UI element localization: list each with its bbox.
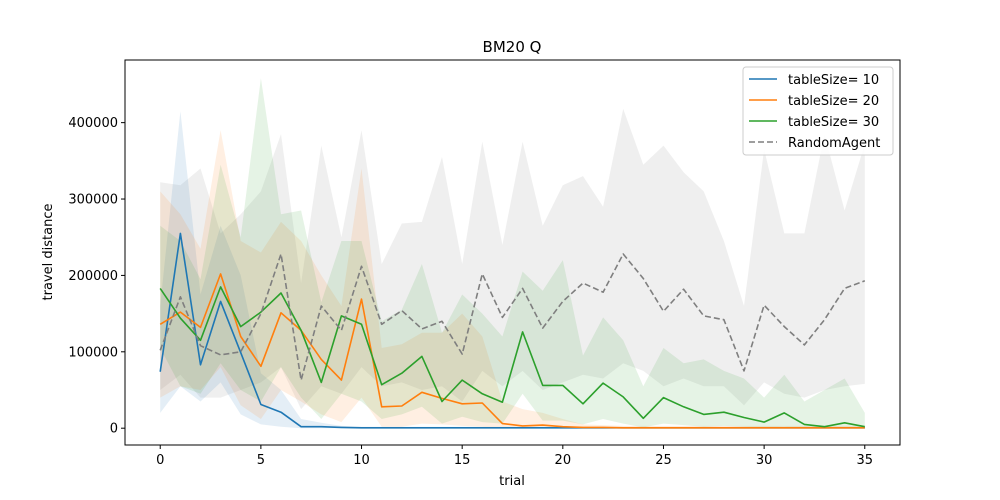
plot-frame xyxy=(124,59,901,446)
x-tick-label: 0 xyxy=(156,453,164,468)
band-tablesize-30 xyxy=(160,78,865,429)
x-tick-label: 5 xyxy=(257,453,265,468)
x-tick-label: 15 xyxy=(454,453,471,468)
x-tick-label: 20 xyxy=(555,453,572,468)
series-line-randomagent xyxy=(159,253,866,381)
y-axis-ticks: 0 100000 200000 300000 400000 xyxy=(68,116,125,437)
legend: tableSize= 10 tableSize= 20 tableSize= 30 R… xyxy=(742,66,894,156)
band-tablesize-10 xyxy=(160,111,865,429)
legend-label-tablesize-30: tableSize= 30 xyxy=(788,115,879,130)
x-tick-label: 10 xyxy=(353,453,370,468)
legend-box xyxy=(742,66,894,156)
y-tick-label: 400000 xyxy=(68,116,118,131)
series-line-tablesize-30 xyxy=(159,286,865,428)
x-tick-label: 30 xyxy=(756,453,773,468)
x-tick-label: 35 xyxy=(856,453,873,468)
x-axis-label: trial xyxy=(499,474,525,489)
legend-label-tablesize-20: tableSize= 20 xyxy=(788,94,879,109)
series-line-tablesize-20 xyxy=(159,273,865,429)
x-tick-label: 25 xyxy=(655,453,672,468)
x-axis-ticks: 0 5 10 15 20 25 30 35 xyxy=(156,445,873,468)
legend-label-randomagent: RandomAgent xyxy=(788,136,880,151)
legend-label-tablesize-10: tableSize= 10 xyxy=(788,73,879,88)
y-axis-label: travel distance xyxy=(41,204,56,301)
y-tick-label: 0 xyxy=(110,422,118,437)
y-tick-label: 100000 xyxy=(68,345,118,360)
y-tick-label: 200000 xyxy=(68,269,118,284)
chart-title: BM20 Q xyxy=(483,38,542,56)
y-tick-label: 300000 xyxy=(68,193,118,208)
series-lines xyxy=(159,232,866,429)
band-tablesize-20 xyxy=(160,130,865,429)
